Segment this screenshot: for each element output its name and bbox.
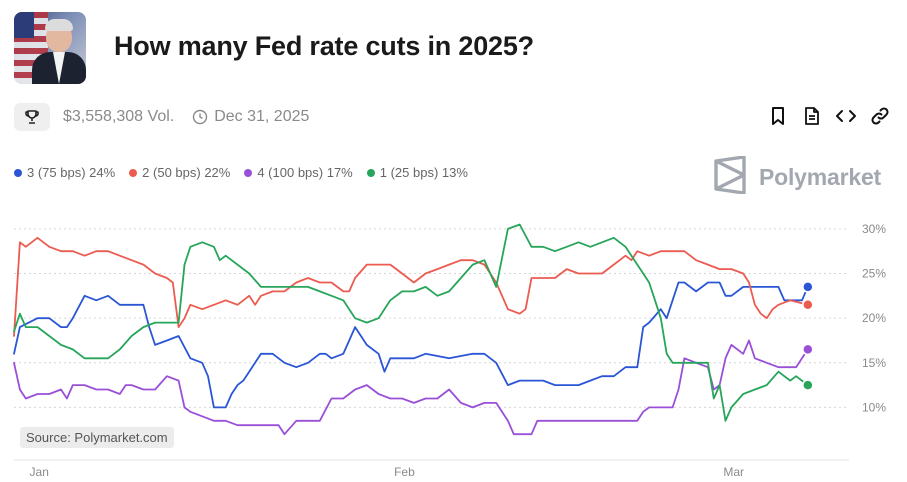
polymarket-logo-icon <box>713 155 747 199</box>
series-line[interactable] <box>13 339 809 436</box>
legend-dot <box>129 168 138 177</box>
legend-dot <box>366 168 375 177</box>
y-tick-label: 25% <box>862 267 886 281</box>
x-tick-label: Feb <box>394 465 415 479</box>
market-title: How many Fed rate cuts in 2025? <box>114 31 534 61</box>
series-endpoint[interactable] <box>802 343 814 356</box>
legend-dot <box>14 168 22 177</box>
y-tick-label: 20% <box>862 311 886 325</box>
series-endpoint[interactable] <box>802 379 814 391</box>
end-date-text: Dec 31, 2025 <box>214 108 310 125</box>
source-label: Source: Polymarket.com <box>20 427 174 448</box>
y-tick-label: 10% <box>862 400 886 414</box>
y-tick-label: 15% <box>862 356 886 370</box>
legend-item: 1 (25 bps) 13% <box>366 165 468 180</box>
market-meta: $3,558,308 Vol. Dec 31, 2025 <box>14 103 309 131</box>
y-tick-label: 30% <box>862 222 886 236</box>
series-endpoint[interactable] <box>802 281 814 293</box>
trophy-icon[interactable] <box>14 103 50 131</box>
rate-cuts-line-chart: 10% 15% 20% 25% 30% Jan Feb Mar <box>13 222 886 479</box>
legend-item: 3 (75 bps) 24% <box>14 165 115 180</box>
legend-label: 1 (25 bps) 13% <box>379 165 468 180</box>
polymarket-brand: Polymarket <box>713 155 882 199</box>
legend-dot <box>244 168 253 177</box>
chart-legend: 3 (75 bps) 24% 2 (50 bps) 22% 4 (100 bps… <box>14 165 482 180</box>
link-icon[interactable] <box>868 104 892 128</box>
legend-item: 2 (50 bps) 22% <box>129 165 230 180</box>
series-line[interactable] <box>13 281 809 409</box>
bookmark-icon[interactable] <box>766 104 790 128</box>
clock-icon <box>192 109 208 125</box>
series-endpoint[interactable] <box>802 299 814 311</box>
market-avatar <box>14 12 86 84</box>
x-tick-label: Jan <box>30 465 49 479</box>
legend-label: 2 (50 bps) 22% <box>142 165 231 180</box>
document-icon[interactable] <box>800 104 824 128</box>
legend-label: 3 (75 bps) 24% <box>27 165 116 180</box>
embed-code-icon[interactable] <box>834 104 858 128</box>
series-line[interactable] <box>13 236 809 337</box>
legend-item: 4 (100 bps) 17% <box>244 165 353 180</box>
legend-label: 4 (100 bps) 17% <box>257 165 353 180</box>
series-line[interactable] <box>13 223 809 422</box>
x-tick-label: Mar <box>723 465 744 479</box>
brand-name: Polymarket <box>759 164 882 190</box>
volume-text: $3,558,308 Vol. <box>63 108 175 125</box>
action-toolbar <box>766 104 892 128</box>
